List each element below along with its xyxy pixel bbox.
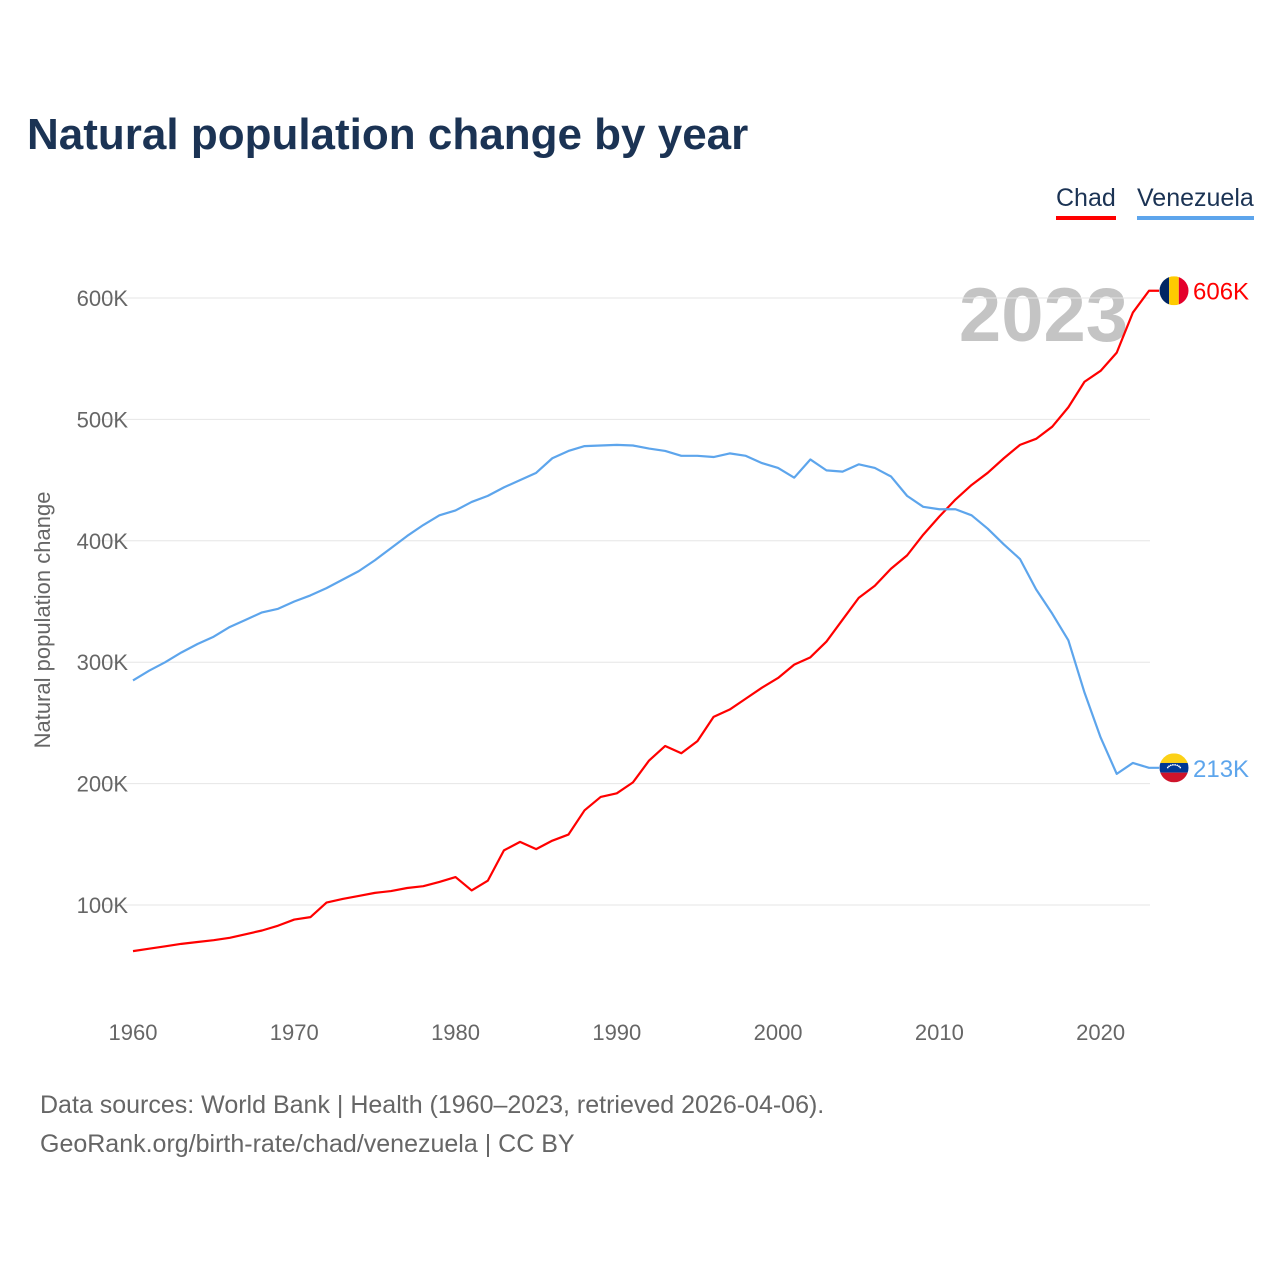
x-tick-label: 2010 xyxy=(915,1020,964,1045)
y-tick-label: 300K xyxy=(77,650,129,675)
x-tick-label: 1990 xyxy=(592,1020,641,1045)
end-label-chad: 606K xyxy=(1193,279,1249,306)
data-source-note: Data sources: World Bank | Health (1960–… xyxy=(40,1091,825,1119)
venezuela-flag-icon xyxy=(1159,753,1189,783)
y-tick-label: 600K xyxy=(77,286,129,311)
y-tick-label: 500K xyxy=(77,407,129,432)
y-tick-label: 400K xyxy=(77,529,129,554)
legend-item-venezuela[interactable]: Venezuela xyxy=(1137,184,1254,220)
series-line-chad xyxy=(132,289,1159,953)
y-axis-label: Natural population change xyxy=(30,492,55,749)
y-tick-label: 200K xyxy=(77,772,129,797)
x-tick-label: 1980 xyxy=(431,1020,480,1045)
footer: Data sources: World Bank | Health (1960–… xyxy=(40,1086,824,1164)
x-tick-label: 1960 xyxy=(109,1020,158,1045)
x-tick-label: 1970 xyxy=(270,1020,319,1045)
x-tick-label: 2020 xyxy=(1076,1020,1125,1045)
series-line-venezuela xyxy=(132,443,1159,775)
chad-flag-icon xyxy=(1159,276,1189,306)
x-tick-label: 2000 xyxy=(754,1020,803,1045)
legend-item-chad[interactable]: Chad xyxy=(1056,184,1116,220)
y-tick-label: 100K xyxy=(77,893,129,918)
source-link[interactable]: GeoRank.org/birth-rate/chad/venezuela | … xyxy=(40,1130,575,1158)
chart-title: Natural population change by year xyxy=(27,110,749,159)
end-label-venezuela: 213K xyxy=(1193,756,1249,783)
year-watermark: 2023 xyxy=(959,273,1128,358)
